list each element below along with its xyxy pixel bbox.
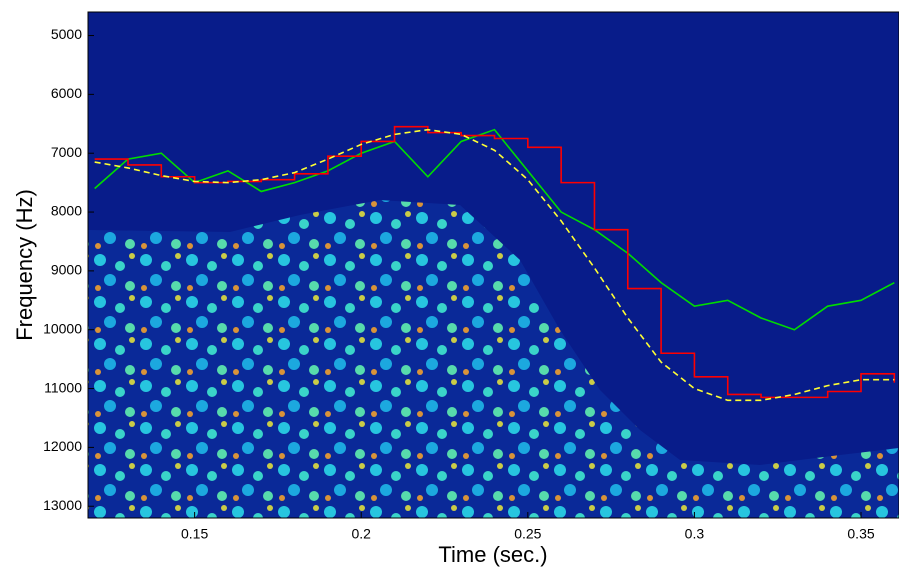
x-tick-label: 0.2 [351, 526, 371, 542]
axes-box [87, 11, 899, 519]
x-tick-label: 0.25 [514, 526, 541, 542]
y-tick-label: 6000 [51, 85, 82, 101]
y-tick-label: 12000 [43, 438, 82, 454]
x-axis-label: Time (sec.) [438, 542, 547, 567]
y-tick-label: 13000 [43, 497, 82, 513]
y-tick-label: 11000 [44, 379, 82, 395]
x-tick-label: 0.35 [847, 526, 874, 542]
series-line [94, 128, 895, 331]
y-axis-label: Frequency (Hz) [12, 189, 37, 341]
y-tick-label: 5000 [51, 26, 82, 42]
y-tick-label: 9000 [51, 262, 82, 278]
spectrogram-energy [88, 200, 899, 518]
y-tick-label: 10000 [43, 320, 82, 336]
x-tick-label: 0.3 [685, 526, 705, 542]
y-tick-label: 7000 [51, 144, 82, 160]
y-tick-label: 8000 [51, 203, 82, 219]
x-tick-label: 0.15 [181, 526, 208, 542]
series-line [94, 128, 895, 402]
series-line [94, 125, 896, 399]
